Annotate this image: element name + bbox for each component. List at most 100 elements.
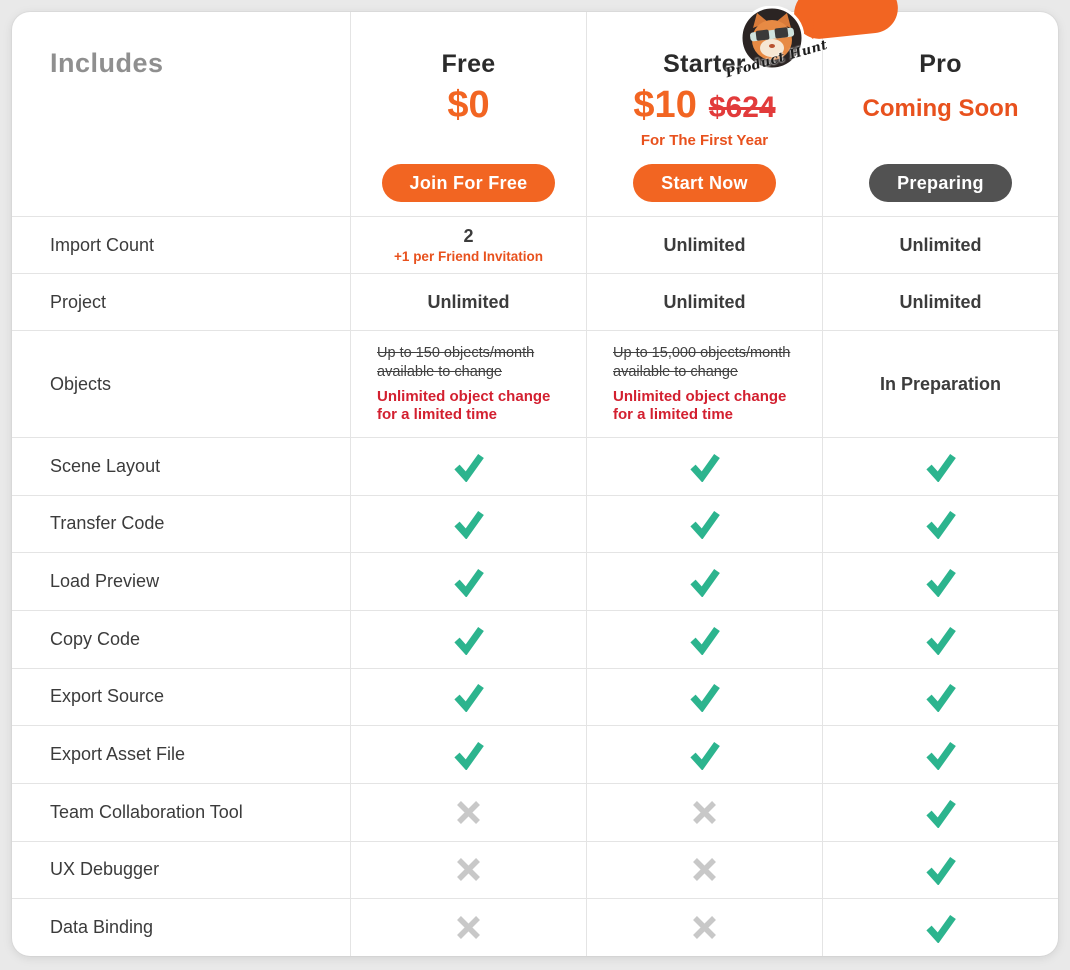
- value-cell: Unlimited: [822, 216, 1058, 273]
- check-cell: [822, 667, 1058, 726]
- check-icon: [925, 511, 956, 540]
- value-cell: In Preparation: [822, 330, 1058, 437]
- includes-header-cell: Includes: [12, 12, 350, 216]
- cross-icon: [457, 916, 480, 940]
- feature-label: UX Debugger: [12, 840, 350, 899]
- check-cell: [350, 610, 586, 668]
- pricing-table-card: Product Hunt Includes Free $0 Join For F…: [12, 0, 1058, 956]
- cross-cell: [350, 783, 586, 841]
- check-cell: [822, 494, 1058, 553]
- value-text: In Preparation: [879, 373, 1002, 394]
- cross-cell: [586, 783, 822, 841]
- plan-name-pro: Pro: [919, 50, 962, 78]
- value-text: Unlimited: [663, 291, 746, 312]
- cross-cell: [586, 840, 822, 899]
- feature-label: Project: [12, 273, 350, 330]
- check-cell: [350, 437, 586, 495]
- feature-label: Objects: [12, 330, 350, 437]
- cross-icon: [457, 800, 480, 824]
- check-cell: [350, 667, 586, 726]
- value-cell: Up to 150 objects/month available to cha…: [350, 330, 586, 437]
- check-icon: [689, 742, 720, 771]
- feature-label: Export Source: [12, 667, 350, 726]
- feature-label: Transfer Code: [12, 494, 350, 553]
- feature-label: Data Binding: [12, 898, 350, 956]
- preparing-button[interactable]: Preparing: [869, 164, 1012, 202]
- check-cell: [822, 840, 1058, 899]
- check-cell: [586, 725, 822, 783]
- check-icon: [689, 626, 720, 655]
- cross-cell: [350, 898, 586, 956]
- check-cell: [822, 783, 1058, 841]
- value-cell: Unlimited: [350, 273, 586, 330]
- plan-header-pro: Pro Coming Soon Preparing: [822, 12, 1058, 216]
- check-cell: [822, 437, 1058, 495]
- check-cell: [822, 725, 1058, 783]
- price-note-starter: For The First Year: [640, 132, 769, 149]
- check-cell: [586, 552, 822, 610]
- check-cell: [350, 494, 586, 553]
- value-cell: 2 +1 per Friend Invitation: [350, 216, 586, 273]
- check-cell: [586, 667, 822, 726]
- cat-avatar-badge: [739, 5, 805, 75]
- cross-cell: [350, 840, 586, 899]
- cross-cell: [586, 898, 822, 956]
- value-text: Unlimited: [899, 291, 982, 312]
- value-cell: Unlimited: [822, 273, 1058, 330]
- check-icon: [925, 684, 956, 713]
- check-cell: [822, 552, 1058, 610]
- check-icon: [689, 684, 720, 713]
- start-now-button[interactable]: Start Now: [633, 164, 776, 202]
- cross-icon: [693, 916, 716, 940]
- check-icon: [453, 511, 484, 540]
- value-text: Unlimited: [427, 291, 510, 312]
- feature-label: Team Collaboration Tool: [12, 783, 350, 841]
- price-free: $0: [447, 84, 490, 126]
- old-price-starter: $624: [708, 91, 776, 124]
- join-for-free-button[interactable]: Join For Free: [381, 164, 556, 202]
- feature-label: Load Preview: [12, 552, 350, 610]
- coming-soon-label: Coming Soon: [862, 95, 1019, 122]
- check-cell: [586, 610, 822, 668]
- value-cell: Unlimited: [586, 216, 822, 273]
- check-icon: [925, 857, 956, 886]
- plan-name-free: Free: [441, 50, 496, 78]
- feature-label: Copy Code: [12, 610, 350, 668]
- plan-header-starter: Starter $10 $624 For The First Year Star…: [586, 12, 822, 216]
- cross-icon: [693, 800, 716, 824]
- deprecated-limit-text: Up to 150 objects/month available to cha…: [377, 345, 535, 380]
- feature-label: Scene Layout: [12, 437, 350, 495]
- feature-label: Import Count: [12, 216, 350, 273]
- promo-text: Unlimited object change for a limited ti…: [377, 387, 551, 423]
- feature-label: Export Asset File: [12, 725, 350, 783]
- promo-text: Unlimited object change for a limited ti…: [613, 387, 787, 423]
- pricing-grid: Includes Free $0 Join For Free Starter $…: [12, 12, 1058, 956]
- plan-name-starter: Starter: [663, 50, 746, 78]
- check-cell: [350, 552, 586, 610]
- check-icon: [689, 569, 720, 598]
- check-icon: [925, 626, 956, 655]
- check-icon: [689, 453, 720, 482]
- value-text: 2: [463, 226, 474, 246]
- includes-label: Includes: [50, 48, 164, 78]
- check-icon: [453, 626, 484, 655]
- check-cell: [822, 610, 1058, 668]
- cat-avatar-icon: [739, 5, 805, 71]
- cross-icon: [457, 858, 480, 882]
- check-icon: [925, 915, 956, 944]
- check-cell: [586, 494, 822, 553]
- check-icon: [925, 569, 956, 598]
- check-icon: [453, 742, 484, 771]
- check-icon: [925, 453, 956, 482]
- check-cell: [586, 437, 822, 495]
- check-cell: [350, 725, 586, 783]
- value-text: Unlimited: [899, 234, 982, 255]
- cross-icon: [693, 858, 716, 882]
- check-icon: [453, 453, 484, 482]
- check-icon: [925, 742, 956, 771]
- value-cell: Unlimited: [586, 273, 822, 330]
- value-subtext: +1 per Friend Invitation: [394, 249, 543, 264]
- price-starter: $10: [633, 84, 697, 126]
- check-icon: [689, 511, 720, 540]
- plan-header-free: Free $0 Join For Free: [350, 12, 586, 216]
